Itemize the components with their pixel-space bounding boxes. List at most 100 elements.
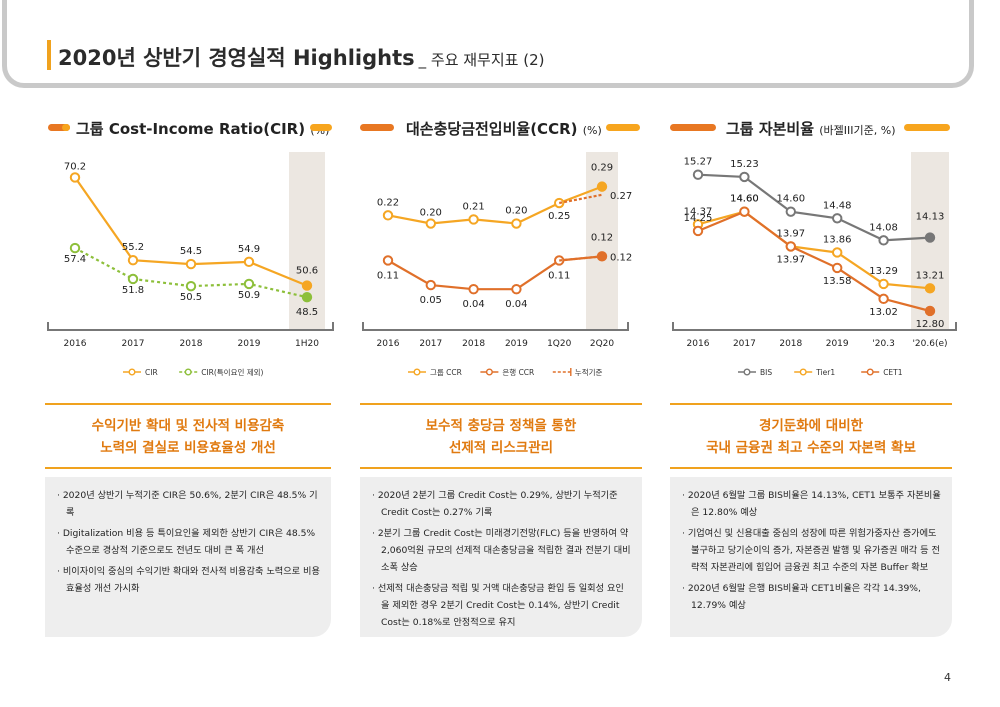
data-label: 13.02 [869, 307, 898, 318]
bullet-item: · Digitalization 비용 등 특이요인을 제외한 상반기 CIR은… [57, 528, 316, 556]
series-line [559, 255, 603, 262]
x-tick-label: '20.3 [872, 339, 895, 349]
legend-marker [866, 368, 874, 376]
capital-ratio-chart: 2016 2017 2018 2019 '20.3 '20.6(e) 15.27 15.23 1… [672, 152, 957, 377]
data-point [69, 242, 81, 254]
x-tick-label: 2019 [826, 339, 849, 349]
pill-right [904, 124, 950, 131]
data-label: 14.48 [823, 200, 852, 211]
section-title: 그룹 Cost-Income Ratio(CIR) (%) [76, 120, 329, 138]
data-label: 13.97 [776, 254, 805, 265]
bullet-item: · 2020년 2분기 그룹 Credit Cost는 0.29%, 상반기 누… [372, 490, 618, 518]
data-point [301, 291, 313, 303]
data-label: 13.21 [916, 270, 945, 281]
data-point [243, 256, 255, 268]
legend-marker [799, 368, 807, 376]
data-label: 54.5 [180, 246, 202, 257]
data-label: 14.08 [869, 222, 898, 233]
data-label: 0.20 [505, 206, 527, 217]
bullet-item: · 선제적 대손충당금 적립 및 거액 대손충당금 환입 등 일회성 요인을 제… [372, 583, 624, 628]
data-point [511, 218, 522, 229]
data-label: 13.29 [869, 266, 898, 277]
axis-baseline [47, 322, 334, 331]
data-label: 50.9 [238, 290, 260, 301]
bullet-item: · 2020년 상반기 누적기준 CIR은 50.6%, 2분기 CIR은 48… [57, 490, 318, 518]
data-point [878, 278, 889, 290]
data-label: 55.2 [122, 242, 144, 253]
legend-label: CIR(특이요인 제외) [201, 367, 263, 377]
section-header-ccr: 대손충당금전입비율(CCR) (%) [360, 118, 642, 138]
data-point [924, 305, 936, 317]
x-tick-label: '20.6(e) [912, 339, 947, 349]
x-tick-label: 2017 [122, 339, 145, 349]
x-tick-label: 1Q20 [547, 339, 572, 349]
section-header-capital: 그룹 자본비율 (바젤III기준, %) [670, 118, 952, 138]
bullet-item: · 2020년 6월말 그룹 BIS비율은 14.13%, CET1 보통주 자… [682, 490, 941, 518]
data-label: 0.11 [377, 270, 399, 281]
data-point [832, 213, 843, 224]
data-label: 13.97 [776, 228, 805, 239]
legend-label: 그룹 CCR [430, 368, 462, 377]
data-label: 0.12 [610, 252, 632, 263]
data-point [185, 258, 197, 270]
highlight-column [289, 152, 325, 330]
summary-ccr: 보수적 충당금 정책을 통한 선제적 리스크관리 [360, 403, 642, 469]
data-point [878, 293, 889, 305]
x-tick-label: 2018 [779, 339, 802, 349]
data-label: 0.04 [505, 299, 527, 310]
pill-left [360, 124, 394, 131]
data-point [739, 206, 750, 217]
data-label: 0.27 [610, 191, 632, 202]
section-header-cir: 그룹 Cost-Income Ratio(CIR) (%) [48, 118, 334, 138]
summary-capital: 경기둔화에 대비한 국내 금융권 최고 수준의 자본력 확보 [670, 403, 952, 469]
legend-marker [743, 368, 751, 376]
data-label: 14.25 [684, 213, 713, 224]
x-tick-label: 2019 [505, 339, 528, 349]
data-point [127, 273, 139, 285]
data-label: 0.04 [462, 299, 484, 310]
ccr-chart: 2016 2017 2018 2019 1Q20 2Q20 0.22 0.20 0.21 0.20… [362, 152, 632, 377]
bullet-item: · 기업여신 및 신용대출 중심의 성장에 따른 위험가중자산 증가에도 불구하… [682, 528, 940, 573]
data-label: 57.4 [64, 254, 86, 265]
series-line [697, 210, 931, 313]
data-label: 0.11 [548, 270, 570, 281]
data-point [69, 172, 81, 183]
legend-marker [128, 368, 136, 376]
bullet-item: · 2020년 6월말 은행 BIS비율과 CET1비율은 각각 14.39%,… [682, 583, 921, 611]
legend-marker [413, 368, 421, 376]
data-label: 0.22 [377, 197, 399, 208]
summary-cir: 수익기반 확대 및 전사적 비용감축 노력의 결실로 비용효율성 개선 [45, 403, 331, 469]
legend-label: 누적기준 [575, 367, 603, 377]
data-point [382, 210, 394, 221]
x-tick-label: 2017 [419, 339, 442, 349]
page-number: 4 [944, 671, 951, 684]
data-label: 50.5 [180, 292, 202, 303]
axis-baseline [672, 322, 957, 331]
pill-left [48, 124, 70, 131]
data-point [832, 262, 843, 274]
pill-right [310, 124, 332, 131]
data-label: 12.80 [916, 319, 945, 330]
data-point [468, 214, 479, 225]
data-point [511, 283, 522, 295]
data-point [185, 280, 197, 292]
x-tick-label: 2018 [462, 339, 485, 349]
legend-marker [184, 368, 192, 376]
bullet-item: · 비이자이익 중심의 수익기반 확대와 전사적 비용감축 노력으로 비용효율성… [57, 566, 320, 594]
legend-marker [485, 368, 493, 376]
page-subtitle: _ 주요 재무지표 (2) [418, 51, 545, 69]
data-label: 14.60 [730, 194, 759, 205]
bullets-cir: · 2020년 상반기 누적기준 CIR은 50.6%, 2분기 CIR은 48… [45, 477, 331, 637]
pill-left [670, 124, 716, 131]
bullets-ccr: · 2020년 2분기 그룹 Credit Cost는 0.29%, 상반기 누… [360, 477, 642, 637]
data-label: 15.27 [684, 157, 713, 168]
legend-label: CIR [145, 368, 158, 377]
data-label: 48.5 [296, 307, 318, 318]
data-label: 0.05 [420, 295, 442, 306]
series-line [74, 176, 308, 287]
x-tick-label: 2016 [377, 339, 400, 349]
section-title: 그룹 자본비율 (바젤III기준, %) [726, 120, 896, 138]
data-label: 54.9 [238, 244, 260, 255]
data-label: 50.6 [296, 266, 318, 277]
data-point [692, 225, 704, 237]
